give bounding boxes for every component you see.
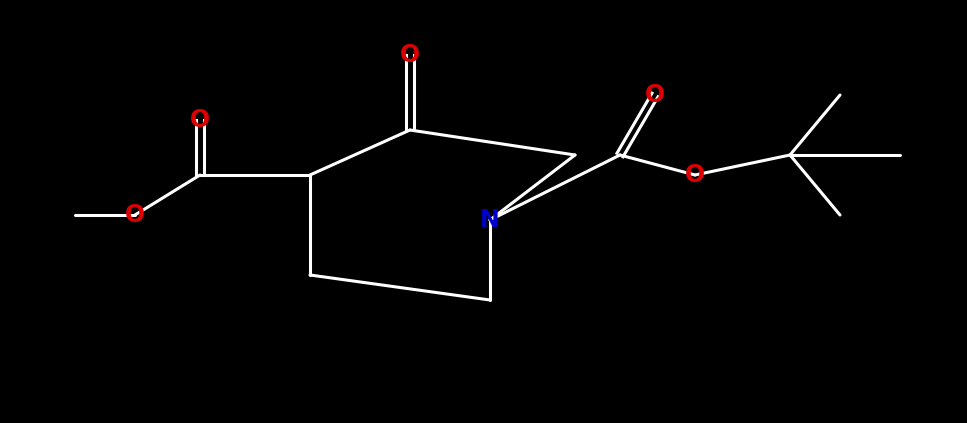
Text: O: O xyxy=(685,163,705,187)
Text: O: O xyxy=(125,203,145,227)
Text: O: O xyxy=(645,83,665,107)
Text: O: O xyxy=(190,108,210,132)
Text: O: O xyxy=(400,43,420,67)
Text: N: N xyxy=(481,208,500,232)
